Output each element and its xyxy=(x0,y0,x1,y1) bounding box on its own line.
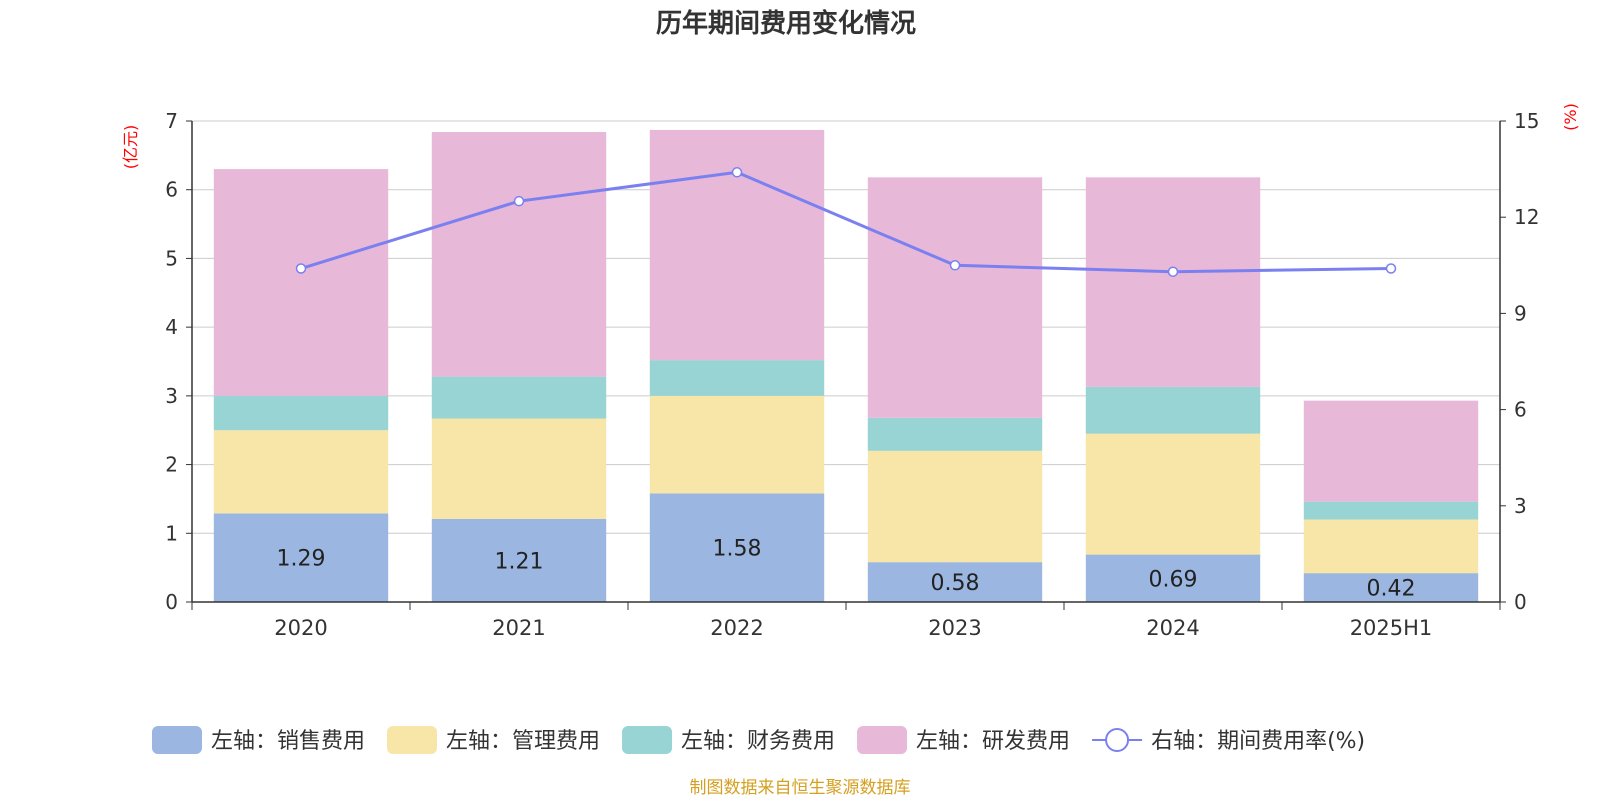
bar-segment xyxy=(1303,501,1479,520)
bar-value-label: 0.69 xyxy=(1149,567,1198,592)
bar-segment xyxy=(1085,433,1261,555)
x-axis-tick-label: 2023 xyxy=(928,616,981,640)
bar-segment xyxy=(431,131,607,377)
right-axis-tick-label: 3 xyxy=(1514,494,1527,518)
left-axis-tick-label: 2 xyxy=(165,453,178,477)
legend-marker xyxy=(1105,728,1130,752)
bar-segment xyxy=(649,493,825,602)
gridlines xyxy=(192,120,1500,534)
bar-segment xyxy=(867,177,1043,418)
bar-segment xyxy=(431,518,607,602)
left-axis-tick-label: 6 xyxy=(165,178,178,202)
rate-line-point xyxy=(1167,266,1179,277)
bar-value-label: 0.58 xyxy=(931,571,980,596)
legend-swatch xyxy=(857,726,908,754)
bar-value-label: 1.58 xyxy=(713,537,762,562)
bar-segment xyxy=(1085,386,1261,434)
bar-segment xyxy=(1303,573,1479,602)
bar-segment xyxy=(1085,554,1261,602)
legend-label: 左轴：管理费用 xyxy=(446,729,600,754)
bar-value-label: 1.29 xyxy=(277,547,326,572)
bar-segment xyxy=(431,376,607,419)
x-axis-tick-label: 2024 xyxy=(1146,616,1199,640)
left-axis-tick-label: 5 xyxy=(165,246,178,270)
bar-segment xyxy=(213,430,389,514)
left-axis-tick-label: 4 xyxy=(165,315,178,339)
rate-line-point xyxy=(949,260,961,271)
bar-segment xyxy=(213,513,389,602)
left-axis-tick-label: 7 xyxy=(165,109,178,133)
legend-label: 左轴：研发费用 xyxy=(916,729,1070,754)
data-labels: 1.29 1.21 1.58 0.58 0.69 0.42 xyxy=(277,537,1416,602)
source-note: 制图数据来自恒生聚源数据库 xyxy=(690,778,911,798)
bar-segment xyxy=(213,395,389,431)
rate-line xyxy=(295,167,1397,277)
x-axis-tick-label: 2021 xyxy=(492,616,545,640)
right-axis-tick-label: 12 xyxy=(1514,205,1539,229)
bar-segment xyxy=(1085,177,1261,387)
left-axis-tick-label: 0 xyxy=(165,590,178,614)
right-axis-tick-label: 0 xyxy=(1514,590,1527,614)
legend-label: 右轴：期间费用率(%) xyxy=(1151,729,1365,754)
bar-segment xyxy=(213,169,389,396)
rate-line-point xyxy=(295,263,307,274)
bar-value-label: 0.42 xyxy=(1367,577,1416,602)
bar-segment xyxy=(1303,519,1479,574)
bar-segment xyxy=(431,418,607,519)
bar-segment xyxy=(867,417,1043,451)
bar-segment xyxy=(649,129,825,361)
chart-title: 历年期间费用变化情况 xyxy=(656,8,916,39)
rate-line-point xyxy=(1385,263,1397,274)
left-axis-unit: (亿元) xyxy=(121,125,140,170)
left-axis-tick-label: 1 xyxy=(165,521,178,545)
bar-segment xyxy=(649,360,825,396)
bar-value-label: 1.21 xyxy=(495,549,544,574)
x-axis-tick-label: 2022 xyxy=(710,616,763,640)
right-axis-unit: (%) xyxy=(1561,103,1580,131)
x-axis-tick-label: 2025H1 xyxy=(1350,616,1433,640)
bar-segment xyxy=(867,562,1043,602)
legend: 左轴：销售费用 左轴：管理费用 左轴：财务费用 左轴：研发费用 右轴：期间费用率(%) xyxy=(152,726,1365,754)
legend-label: 左轴：销售费用 xyxy=(211,729,365,754)
bars xyxy=(213,129,1479,602)
rate-line-point xyxy=(513,195,525,207)
right-axis-tick-label: 15 xyxy=(1514,109,1539,133)
right-axis-tick-label: 6 xyxy=(1514,398,1527,422)
bar-segment xyxy=(867,450,1043,563)
legend-swatch xyxy=(387,726,438,754)
right-axis-tick-label: 9 xyxy=(1514,301,1527,325)
x-axis-tick-label: 2020 xyxy=(274,616,327,640)
legend-swatch xyxy=(152,726,202,754)
bar-segment xyxy=(649,395,825,494)
rate-line-point xyxy=(731,167,743,178)
legend-label: 左轴：财务费用 xyxy=(681,729,835,754)
bar-segment xyxy=(1303,400,1479,502)
legend-swatch xyxy=(622,726,673,754)
left-axis-tick-label: 3 xyxy=(165,384,178,408)
rate-line-path xyxy=(300,170,1392,274)
